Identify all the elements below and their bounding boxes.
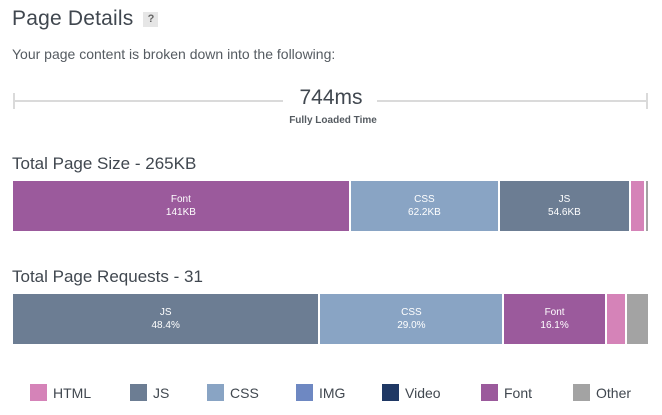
legend-label: HTML — [53, 384, 92, 401]
total-page-requests-title: Total Page Requests - 31 — [12, 267, 203, 286]
segment-html[interactable] — [606, 294, 628, 344]
segment-css[interactable]: CSS 29.0% — [320, 294, 505, 344]
segment-type-label: Font — [170, 194, 191, 205]
legend-label: Font — [504, 384, 533, 401]
segment-type-label: CSS — [414, 194, 435, 205]
fully-loaded-timeline: 744ms Fully Loaded Time — [13, 86, 648, 133]
segment-value-label: 29.0% — [397, 320, 426, 331]
segment-font[interactable]: Font 16.1% — [504, 294, 607, 344]
segment-js[interactable]: JS 48.4% — [13, 294, 321, 344]
total-page-size-title: Total Page Size - 265KB — [12, 154, 197, 173]
segment-value-label: 48.4% — [151, 320, 180, 331]
segment-css[interactable]: CSS 62.2KB — [350, 181, 501, 231]
segment-other[interactable] — [646, 181, 648, 231]
legend-label: IMG — [319, 384, 346, 401]
segment-value-label: 54.6KB — [548, 207, 581, 218]
legend-swatch — [481, 384, 498, 401]
timeline-line-left — [13, 100, 283, 102]
legend-item-css: CSS — [207, 384, 259, 401]
legend-swatch — [30, 384, 47, 401]
legend-label: Video — [405, 384, 441, 401]
content-type-legend: HTML JS CSS IMG Video Font Other — [30, 384, 662, 404]
legend-item-js: JS — [130, 384, 169, 401]
segment-value-label: 141KB — [165, 207, 196, 218]
legend-label: CSS — [230, 384, 259, 401]
legend-swatch — [382, 384, 399, 401]
legend-label: JS — [153, 384, 170, 401]
segment-value-label: 62.2KB — [408, 207, 441, 218]
legend-item-html: HTML — [30, 384, 91, 401]
segment-other[interactable] — [627, 294, 648, 344]
segment-js[interactable]: JS 54.6KB — [500, 181, 631, 231]
timeline-line-right — [377, 100, 648, 102]
legend-swatch — [130, 384, 147, 401]
segment-type-label: CSS — [401, 307, 422, 318]
segment-html[interactable] — [630, 181, 647, 231]
page-title: Page Details — [12, 7, 134, 30]
legend-swatch — [296, 384, 313, 401]
segment-value-label: 16.1% — [540, 320, 569, 331]
segment-type-label: JS — [159, 307, 172, 318]
segment-type-label: JS — [558, 194, 571, 205]
legend-item-img: IMG — [296, 384, 345, 401]
page-subtitle: Your page content is broken down into th… — [12, 46, 336, 62]
legend-item-font: Font — [481, 384, 532, 401]
page-details-header: Page Details ? — [12, 7, 159, 31]
legend-item-video: Video — [382, 384, 441, 401]
page-size-bar: Font 141KB CSS 62.2KB JS 54.6KB — [13, 181, 648, 231]
legend-swatch — [573, 384, 590, 401]
legend-label: Other — [596, 384, 632, 401]
legend-swatch — [207, 384, 224, 401]
fully-loaded-time-label: Fully Loaded Time — [289, 115, 377, 126]
segment-font[interactable]: Font 141KB — [13, 181, 351, 231]
page-requests-bar: JS 48.4% CSS 29.0% Font 16.1% — [13, 294, 648, 344]
fully-loaded-time-value: 744ms — [299, 86, 363, 109]
segment-type-label: Font — [544, 307, 565, 318]
legend-item-other: Other — [573, 384, 631, 401]
help-icon[interactable]: ? — [143, 11, 159, 27]
timeline-end-cap — [646, 93, 648, 109]
